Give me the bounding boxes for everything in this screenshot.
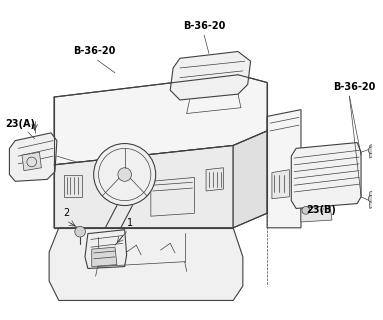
Polygon shape <box>272 170 289 199</box>
Text: 2: 2 <box>64 208 70 218</box>
Polygon shape <box>233 131 267 228</box>
Circle shape <box>368 147 375 154</box>
Polygon shape <box>206 168 224 191</box>
Polygon shape <box>54 75 267 165</box>
Polygon shape <box>10 133 57 181</box>
Circle shape <box>118 168 131 181</box>
Polygon shape <box>370 190 375 208</box>
Circle shape <box>368 195 375 202</box>
Text: 23(A): 23(A) <box>5 119 36 129</box>
Polygon shape <box>170 52 250 100</box>
Circle shape <box>94 144 155 205</box>
Circle shape <box>302 206 310 214</box>
Polygon shape <box>301 205 332 222</box>
Polygon shape <box>85 230 127 268</box>
Polygon shape <box>151 177 195 216</box>
Polygon shape <box>370 144 375 158</box>
Polygon shape <box>267 110 301 228</box>
Text: 1: 1 <box>127 218 133 228</box>
Text: B-36-20: B-36-20 <box>74 46 116 56</box>
Text: B-36-20: B-36-20 <box>333 82 375 92</box>
Circle shape <box>75 226 85 237</box>
Polygon shape <box>291 143 361 208</box>
Polygon shape <box>54 146 233 228</box>
Polygon shape <box>92 247 117 267</box>
Text: B-36-20: B-36-20 <box>183 21 225 31</box>
Text: 23(B): 23(B) <box>306 205 336 215</box>
Polygon shape <box>64 175 82 197</box>
Polygon shape <box>22 152 41 171</box>
Polygon shape <box>49 228 243 300</box>
